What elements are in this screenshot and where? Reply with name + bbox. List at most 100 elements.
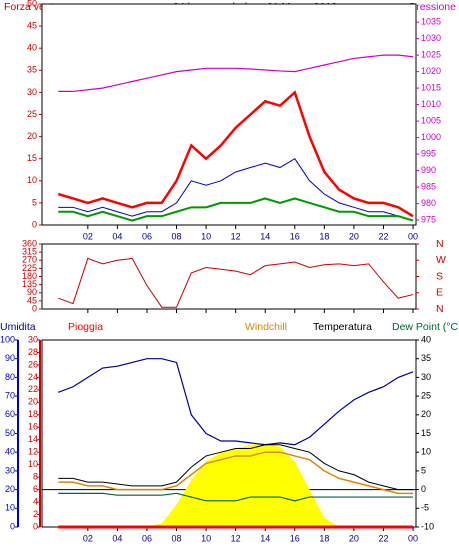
line — [58, 444, 414, 491]
y2-tick-label: N — [436, 238, 444, 250]
y2-tick-label: 0 — [421, 484, 426, 494]
line — [58, 54, 414, 93]
y-tick-label: 135 — [22, 279, 37, 289]
x-tick-label: 16 — [290, 533, 300, 543]
y-tick-label: 80 — [5, 372, 15, 382]
y-tick-label: 270 — [22, 255, 37, 265]
y2-tick-label: 35 — [421, 353, 431, 363]
y-tick-label: 360 — [22, 238, 37, 248]
x-tick-label: 02 — [83, 231, 93, 241]
plot-area — [41, 3, 417, 226]
x-tick-label: 08 — [172, 533, 182, 543]
legend-entry: Pioggia — [68, 321, 103, 333]
x-tick-label: 12 — [231, 533, 241, 543]
y3-tick-label: 16 — [28, 422, 38, 432]
y-tick-label: 90 — [5, 353, 15, 363]
x-tick-label: 18 — [319, 231, 329, 241]
y-tick-label: 50 — [27, 0, 37, 8]
y-tick-label: 15 — [27, 153, 37, 163]
y2-tick-label: 10 — [421, 447, 431, 457]
x-tick-label: 20 — [349, 231, 359, 241]
y2-tick-label: S — [436, 270, 443, 282]
y2-tick-label: 1010 — [421, 99, 441, 109]
y-tick-label: 50 — [5, 428, 15, 438]
y2-tick-label: 1020 — [421, 66, 441, 76]
y3-tick-label: 24 — [28, 372, 38, 382]
y-tick-label: 35 — [27, 65, 37, 75]
y3-tick-label: 28 — [28, 347, 38, 357]
y2-tick-label: 1030 — [421, 33, 441, 43]
y3-tick-label: 6 — [33, 484, 38, 494]
x-tick-label: 20 — [349, 533, 359, 543]
y3-tick-label: 20 — [28, 397, 38, 407]
y-tick-label: 30 — [27, 87, 37, 97]
line — [58, 257, 414, 308]
line — [58, 451, 414, 495]
y2-tick-label: 995 — [421, 148, 436, 158]
y-tick-label: 0 — [10, 521, 15, 531]
x-tick-label: 12 — [231, 231, 241, 241]
y3-tick-label: 22 — [28, 384, 38, 394]
y3-tick-label: 4 — [33, 496, 38, 506]
y2-tick-label: 990 — [421, 165, 436, 175]
y2-tick-label: 1015 — [421, 82, 441, 92]
x-tick-label: 00 — [408, 231, 418, 241]
plot-area — [41, 243, 417, 310]
y2-tick-label: -5 — [421, 503, 429, 513]
x-tick-label: 16 — [290, 231, 300, 241]
y3-tick-label: 8 — [33, 472, 38, 482]
legend-entry: Umidita — [0, 321, 36, 333]
y3-tick-label: 12 — [28, 447, 38, 457]
y-tick-label: 5 — [32, 197, 37, 207]
x-tick-label: 06 — [142, 231, 152, 241]
y-tick-label: 90 — [27, 287, 37, 297]
x-tick-label: 14 — [260, 533, 270, 543]
y-tick-label: 45 — [27, 20, 37, 30]
legend-entry: Dew Point (°C — [392, 321, 458, 333]
x-tick-label: 18 — [319, 533, 329, 543]
y-tick-label: 25 — [27, 109, 37, 119]
x-tick-label: 10 — [201, 533, 211, 543]
line — [58, 492, 414, 502]
y-tick-label: 30 — [5, 465, 15, 475]
y-tick-label: 70 — [5, 390, 15, 400]
y3-tick-label: 10 — [28, 459, 38, 469]
x-tick-label: 04 — [112, 231, 122, 241]
y2-tick-label: 40 — [421, 334, 431, 344]
y2-tick-label: 1035 — [421, 17, 441, 27]
y2-tick-label: 15 — [421, 428, 431, 438]
y2-tick-label: W — [436, 254, 446, 266]
line — [58, 158, 414, 222]
y2-tick-label: 5 — [421, 465, 426, 475]
y3-tick-label: 0 — [33, 521, 38, 531]
y2-tick-label: 1025 — [421, 50, 441, 60]
y2-tick-label: E — [436, 287, 443, 299]
y-tick-label: 10 — [5, 503, 15, 513]
y3-tick-label: 26 — [28, 359, 38, 369]
y-tick-label: 180 — [22, 271, 37, 281]
x-tick-label: 10 — [201, 231, 211, 241]
y3-tick-label: 18 — [28, 409, 38, 419]
y-tick-label: 20 — [27, 131, 37, 141]
y2-tick-label: 20 — [421, 409, 431, 419]
y2-tick-label: 30 — [421, 372, 431, 382]
y-tick-label: 45 — [27, 295, 37, 305]
line — [58, 197, 414, 222]
y2-tick-label: 985 — [421, 181, 436, 191]
y-tick-label: 40 — [5, 447, 15, 457]
y2-tick-label: N — [436, 303, 444, 315]
y2-tick-label: 1005 — [421, 115, 441, 125]
y-tick-label: 0 — [32, 303, 37, 313]
y-tick-label: 20 — [5, 484, 15, 494]
y-tick-label: 225 — [22, 263, 37, 273]
y3-tick-label: 2 — [33, 509, 38, 519]
y2-tick-label: -10 — [421, 521, 434, 531]
pressure-axis-title: Pressione — [409, 1, 456, 13]
y3-tick-label: 14 — [28, 434, 38, 444]
x-tick-label: 08 — [172, 231, 182, 241]
y3-tick-label: 30 — [28, 334, 38, 344]
x-tick-label: 22 — [378, 231, 388, 241]
x-tick-label: 06 — [142, 533, 152, 543]
x-tick-label: 04 — [112, 533, 122, 543]
